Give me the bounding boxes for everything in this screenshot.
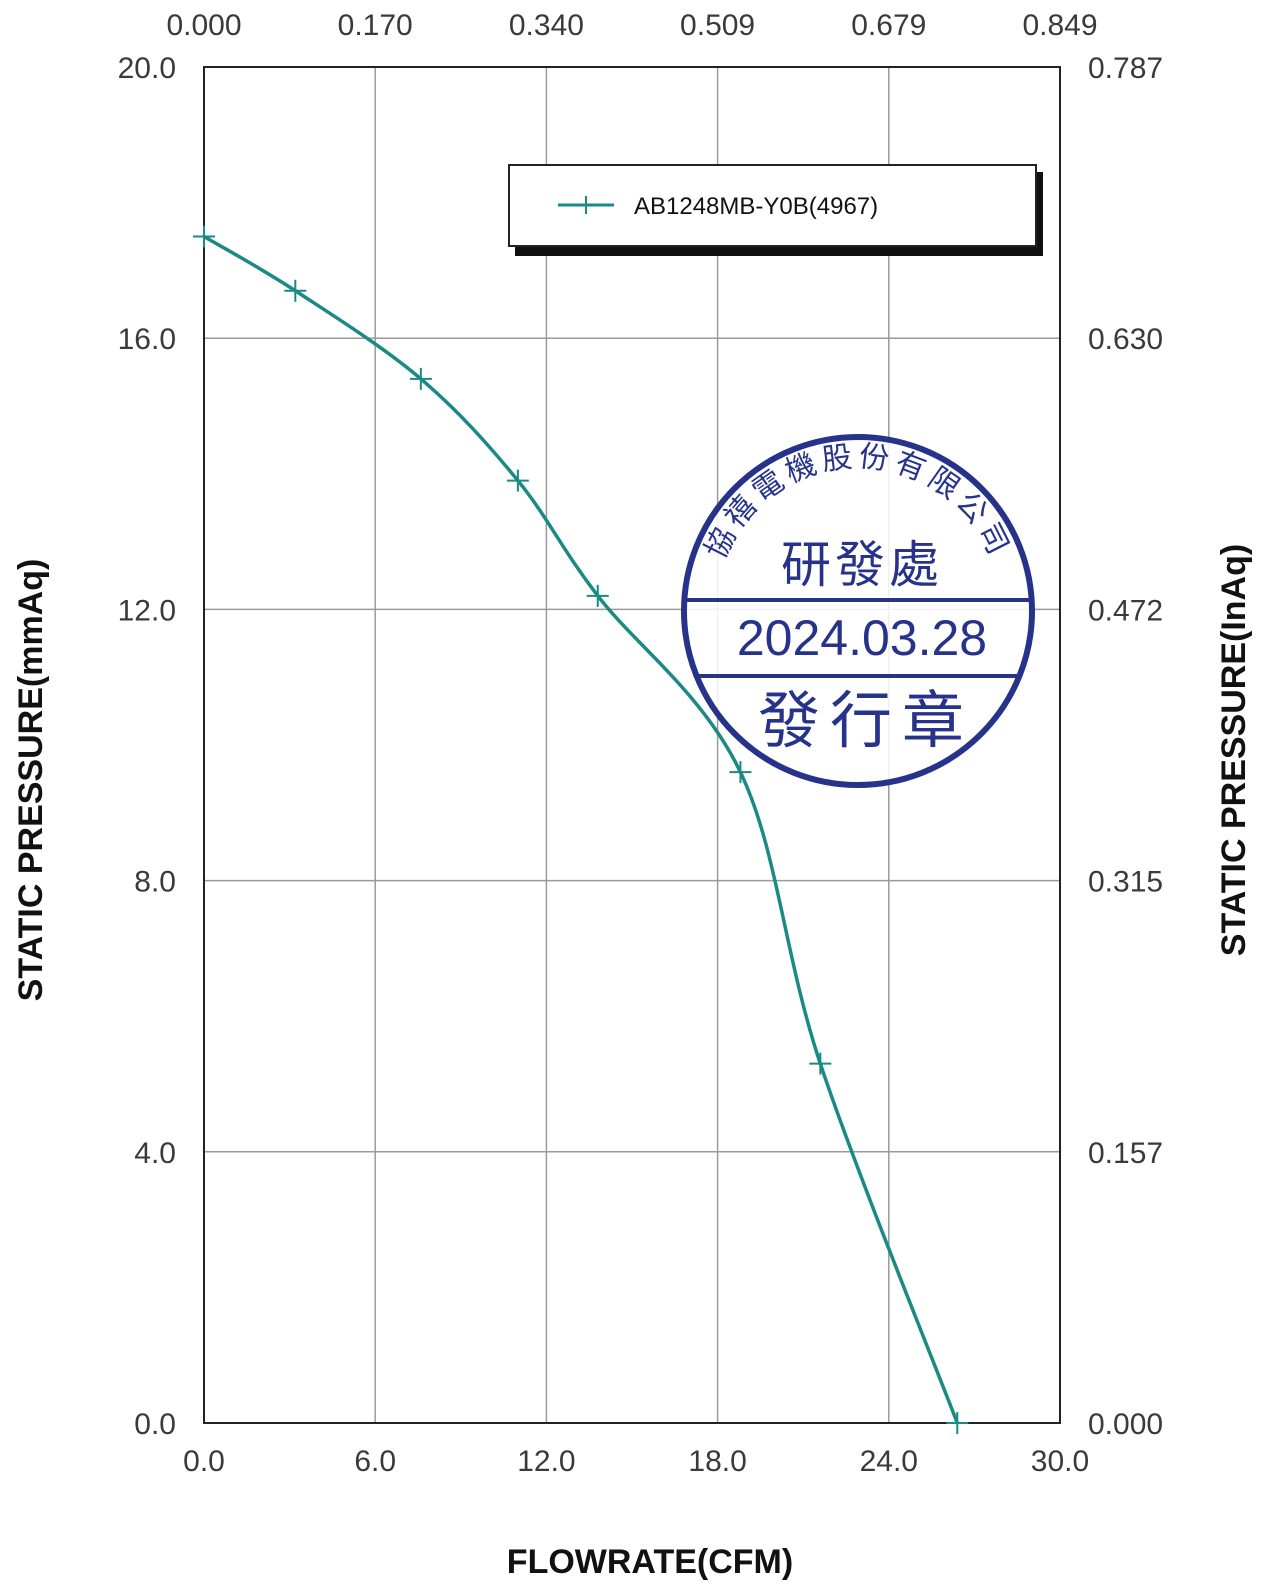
legend-label: AB1248MB-Y0B(4967) — [634, 193, 878, 220]
data-point-marker — [193, 225, 215, 248]
x-tick-label-top: 0.000 — [166, 9, 241, 42]
x-tick-label: 6.0 — [354, 1445, 396, 1478]
series-line — [203, 234, 959, 1424]
y-tick-label: 0.0 — [134, 1408, 176, 1441]
y-axis-title-right: STATIC PRESSURE(InAq) — [1215, 544, 1253, 956]
y-tick-label-right: 0.630 — [1088, 323, 1163, 356]
y-tick-label-right: 0.157 — [1088, 1137, 1163, 1170]
stamp-purpose: 發行章 — [758, 684, 974, 757]
y-tick-label-right: 0.472 — [1088, 594, 1163, 627]
x-axis-title: FLOWRATE(CFM) — [507, 1543, 793, 1581]
x-tick-label-top: 0.170 — [338, 9, 413, 42]
x-tick-label-top: 0.679 — [851, 9, 926, 42]
data-point-marker — [729, 761, 752, 784]
y-tick-label-right: 0.315 — [1088, 866, 1163, 899]
stamp-department: 研發處 — [781, 536, 943, 594]
y-tick-label: 4.0 — [134, 1137, 176, 1170]
x-tick-label: 12.0 — [517, 1445, 575, 1478]
y-tick-label: 20.0 — [118, 52, 176, 85]
data-point-marker — [284, 279, 307, 302]
data-point-marker — [586, 584, 609, 607]
plot-frame — [203, 66, 1061, 1424]
x-tick-label: 24.0 — [860, 1445, 918, 1478]
stamp-date: 2024.03.28 — [737, 610, 987, 666]
y-tick-label: 16.0 — [118, 323, 176, 356]
data-point-marker — [809, 1052, 832, 1075]
y-tick-label-right: 0.000 — [1088, 1408, 1163, 1441]
x-tick-label-top: 0.340 — [509, 9, 584, 42]
legend: AB1248MB-Y0B(4967) — [508, 164, 1043, 256]
x-tick-label-top: 0.509 — [680, 9, 755, 42]
y-tick-label: 8.0 — [134, 866, 176, 899]
stamp: 協禧電機股份有限公司 研發處 2024.03.28 發行章 — [681, 434, 1035, 788]
y-tick-label-right: 0.787 — [1088, 52, 1163, 85]
data-point-marker — [506, 469, 529, 492]
tick-labels: 0.0 0.000 6.0 0.170 12.0 0.340 18.0 0.509 24.0 0.… — [118, 9, 1163, 1478]
stamp-outer-ring — [681, 434, 1035, 788]
x-tick-label: 18.0 — [688, 1445, 746, 1478]
series-layer — [193, 225, 969, 1434]
x-tick-label: 0.0 — [183, 1445, 225, 1478]
data-point-marker — [409, 367, 432, 390]
y-axis-title-left: STATIC PRESSURE(mmAq) — [12, 559, 50, 1002]
x-tick-label: 30.0 — [1031, 1445, 1089, 1478]
y-tick-label: 12.0 — [118, 594, 176, 627]
data-point-marker — [946, 1412, 969, 1434]
x-tick-label-top: 0.849 — [1022, 9, 1097, 42]
